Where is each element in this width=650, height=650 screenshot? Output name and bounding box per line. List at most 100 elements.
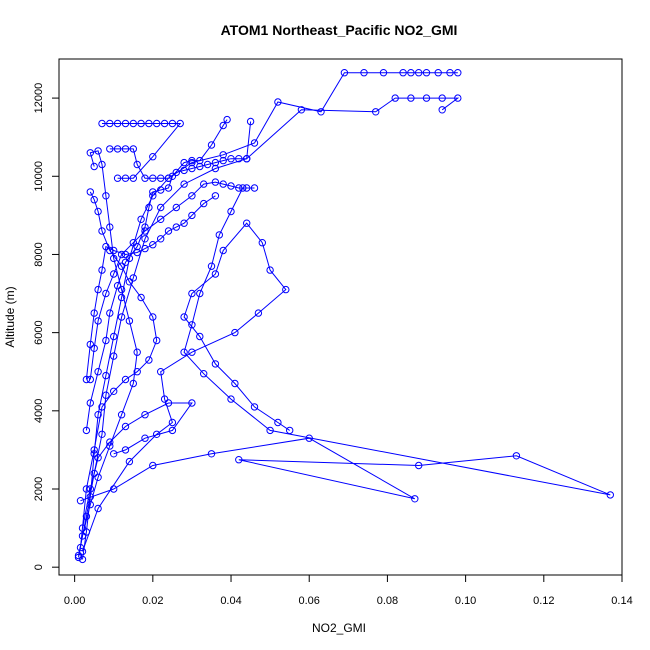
data-point <box>219 180 227 188</box>
data-point <box>200 370 208 378</box>
data-point <box>78 524 87 532</box>
data-point <box>180 219 188 227</box>
data-point <box>188 164 196 173</box>
data-point <box>102 242 110 251</box>
data-point <box>149 153 157 161</box>
data-point <box>317 108 325 116</box>
data-point <box>98 266 106 274</box>
data-point <box>110 270 118 278</box>
data-point <box>113 174 122 182</box>
data-point <box>219 246 227 255</box>
data-point <box>211 270 220 278</box>
data-point <box>74 551 83 560</box>
data-point <box>438 94 446 102</box>
data-point <box>106 145 114 153</box>
data-point <box>125 278 134 286</box>
data-point <box>90 162 98 171</box>
data-point <box>153 119 161 128</box>
data-point <box>121 145 130 153</box>
data-point <box>360 69 368 77</box>
data-point <box>168 172 177 181</box>
data-point <box>196 332 204 341</box>
data-point <box>180 180 188 188</box>
data-point <box>129 239 138 247</box>
x-tick-label: 0.08 <box>377 595 398 607</box>
y-tick-label: 8000 <box>33 242 45 266</box>
series-line <box>85 195 216 380</box>
data-point <box>235 184 243 192</box>
x-tick-label: 0.02 <box>142 595 163 607</box>
data-point <box>86 375 95 384</box>
data-point <box>117 262 126 270</box>
x-axis-label: NO2_GMI <box>312 621 366 635</box>
data-point <box>94 411 102 419</box>
data-point <box>102 289 110 298</box>
data-point <box>200 199 208 208</box>
data-point <box>86 149 95 157</box>
data-point <box>90 469 98 478</box>
data-point <box>372 108 380 116</box>
data-point <box>188 192 196 200</box>
data-point <box>121 250 130 259</box>
data-series <box>78 69 462 564</box>
data-point <box>145 203 153 212</box>
data-point <box>188 289 196 298</box>
data-point <box>446 69 454 77</box>
data-point <box>121 422 130 431</box>
data-point <box>415 69 423 77</box>
data-point <box>117 285 126 294</box>
data-point <box>145 119 153 128</box>
data-point <box>149 313 157 321</box>
data-point <box>110 352 118 360</box>
data-point <box>125 317 134 325</box>
data-point <box>219 151 227 159</box>
data-point <box>137 215 145 224</box>
data-point <box>266 426 274 435</box>
data-point <box>227 207 235 216</box>
data-point <box>215 231 224 239</box>
series-line <box>82 72 458 560</box>
x-tick-label: 0.00 <box>64 595 85 607</box>
data-series <box>74 147 141 562</box>
data-point <box>121 446 130 454</box>
series-line <box>82 222 290 552</box>
data-series <box>82 192 220 384</box>
data-point <box>180 158 188 167</box>
data-series <box>82 115 231 435</box>
data-point <box>94 504 102 513</box>
data-point <box>98 119 106 128</box>
data-point <box>243 184 251 192</box>
data-point <box>172 168 181 177</box>
data-point <box>106 223 114 231</box>
series-line <box>80 187 611 502</box>
data-point <box>411 495 419 503</box>
y-tick-label: 0 <box>33 564 45 570</box>
data-point <box>512 452 521 460</box>
data-point <box>407 94 415 102</box>
data-point <box>145 356 153 364</box>
y-axis-label: Altitude (m) <box>3 286 17 347</box>
data-point <box>76 543 85 552</box>
data-point <box>172 203 181 212</box>
data-point <box>102 192 110 200</box>
data-point <box>90 446 98 454</box>
data-point <box>188 399 196 407</box>
x-tick-label: 0.04 <box>220 595 241 607</box>
data-point <box>391 94 399 102</box>
data-point <box>340 69 349 77</box>
data-point <box>164 399 173 407</box>
data-point <box>250 184 259 192</box>
data-point <box>415 461 423 470</box>
data-point <box>141 235 149 243</box>
data-point <box>243 219 251 227</box>
data-point <box>98 403 106 411</box>
data-point <box>86 340 95 349</box>
data-point <box>164 184 173 192</box>
data-point <box>98 227 106 235</box>
data-point <box>203 160 212 169</box>
data-point <box>82 375 91 384</box>
data-point <box>76 497 85 505</box>
data-point <box>274 418 282 427</box>
data-point <box>125 457 134 466</box>
